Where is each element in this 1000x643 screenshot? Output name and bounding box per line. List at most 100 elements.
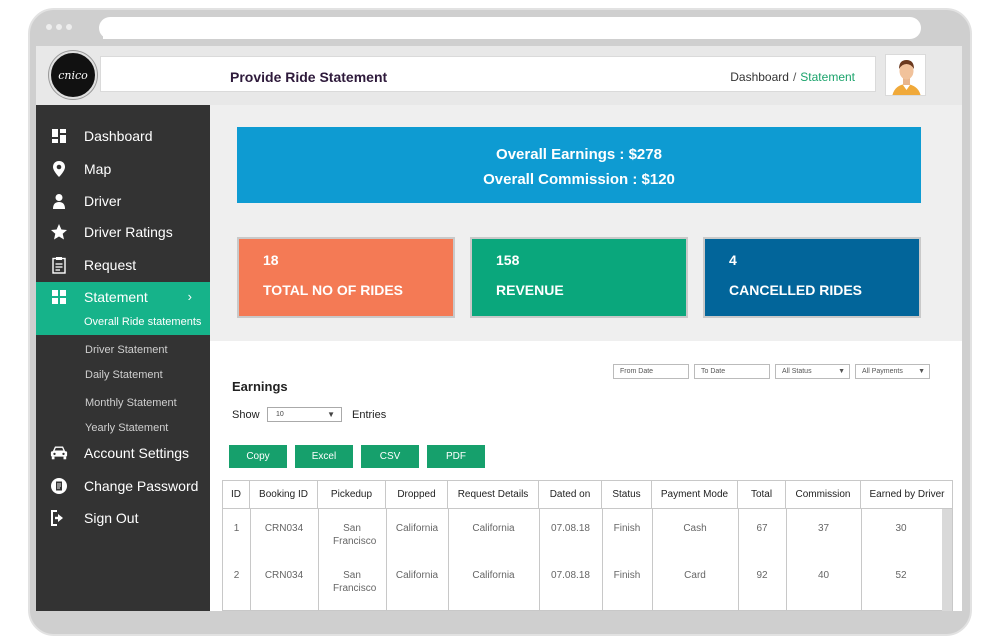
sub-item-monthly-statement[interactable]: Monthly Statement <box>85 397 177 409</box>
earnings-title: Earnings <box>232 379 288 394</box>
sub-item-overall-ride-statements[interactable]: Overall Ride statements <box>36 311 210 335</box>
map-pin-icon <box>50 160 68 178</box>
sidebar: Dashboard Map Driver Driver Ratings Requ… <box>36 105 210 611</box>
app-screen: cnico Provide Ride Statement Dashboard / S… <box>36 46 962 611</box>
sidebar-item-map[interactable]: Map <box>36 154 210 184</box>
show-label: Show <box>232 409 260 421</box>
breadcrumb-dashboard[interactable]: Dashboard <box>730 70 789 84</box>
overall-commission: Overall Commission : $120 <box>483 171 675 188</box>
logo-text: cnico <box>58 68 88 82</box>
chevron-down-icon: ▼ <box>838 368 845 375</box>
from-date-input[interactable]: From Date <box>613 364 689 379</box>
dashboard-icon <box>50 127 68 145</box>
column-divider <box>250 509 251 611</box>
card-cancelled-rides[interactable]: 4 CANCELLED RIDES <box>703 237 921 318</box>
avatar[interactable] <box>885 54 926 96</box>
card-value: 4 <box>729 252 737 268</box>
card-total-rides[interactable]: 18 TOTAL NO OF RIDES <box>237 237 455 318</box>
sidebar-item-label: Statement <box>84 288 148 305</box>
tab-indicator <box>103 36 123 39</box>
column-divider <box>786 509 787 611</box>
cell-booking-id: CRN034 <box>264 523 304 534</box>
cell-id: 2 <box>233 570 240 581</box>
sidebar-item-driver-ratings[interactable]: Driver Ratings <box>36 217 210 247</box>
sidebar-item-sign-out[interactable]: Sign Out <box>36 503 210 533</box>
entries-select[interactable]: 10 ▼ <box>267 407 342 422</box>
column-header-commission[interactable]: Commission <box>786 481 861 509</box>
car-icon <box>50 444 68 462</box>
column-header-booking-id[interactable]: Booking ID <box>250 481 318 509</box>
column-header-id[interactable]: ID <box>223 481 250 509</box>
cell-commission: 37 <box>817 523 830 534</box>
card-value: 18 <box>263 252 279 268</box>
column-divider <box>861 509 862 611</box>
cell-pickedup: San Francisco <box>333 570 377 594</box>
cell-total: 92 <box>756 570 768 581</box>
cell-dated-on: 07.08.18 <box>551 523 590 534</box>
table-scrollbar[interactable] <box>942 509 952 611</box>
sidebar-item-label: Account Settings <box>84 445 190 461</box>
cell-payment-mode: Cash <box>683 523 707 534</box>
column-header-total[interactable]: Total <box>738 481 786 509</box>
breadcrumb-statement[interactable]: Statement <box>800 70 855 84</box>
sidebar-item-statement[interactable]: Statement › <box>36 282 210 311</box>
summary-section: Overall Earnings : $278 Overall Commissi… <box>210 105 962 341</box>
status-select-value: All Status <box>782 368 812 375</box>
chevron-down-icon: ▼ <box>918 368 925 375</box>
sidebar-item-change-password[interactable]: Change Password <box>36 471 210 501</box>
csv-button[interactable]: CSV <box>361 445 419 468</box>
sidebar-item-label: Driver Ratings <box>84 224 173 240</box>
sidebar-item-label: Change Password <box>84 478 199 494</box>
pdf-button[interactable]: PDF <box>427 445 485 468</box>
page-title: Provide Ride Statement <box>230 69 388 85</box>
cell-commission: 40 <box>817 570 830 581</box>
sub-item-yearly-statement[interactable]: Yearly Statement <box>85 422 169 434</box>
cell-payment-mode: Card <box>684 570 706 581</box>
payments-select-value: All Payments <box>862 368 903 375</box>
column-header-payment-mode[interactable]: Payment Mode <box>652 481 738 509</box>
cell-earned-by-driver: 52 <box>895 570 907 581</box>
card-value: 158 <box>496 252 520 268</box>
status-select[interactable]: All Status ▼ <box>775 364 850 379</box>
earnings-table: ID Booking ID Pickedup Dropped Request D… <box>222 480 953 611</box>
card-revenue[interactable]: 158 REVENUE <box>470 237 688 318</box>
cell-id: 1 <box>233 523 240 534</box>
top-bar: cnico Provide Ride Statement Dashboard / S… <box>36 46 962 105</box>
column-divider <box>602 509 603 611</box>
column-header-earned-by-driver[interactable]: Earned by Driver <box>861 481 953 509</box>
sidebar-item-label: Sign Out <box>84 510 139 526</box>
sub-item-daily-statement[interactable]: Daily Statement <box>85 369 163 381</box>
star-icon <box>50 223 68 241</box>
card-label: CANCELLED RIDES <box>729 282 863 298</box>
to-date-input[interactable]: To Date <box>694 364 770 379</box>
sidebar-item-dashboard[interactable]: Dashboard <box>36 121 210 151</box>
card-label: TOTAL NO OF RIDES <box>263 282 404 298</box>
cell-pickedup: San Francisco <box>333 523 377 547</box>
overall-earnings: Overall Earnings : $278 <box>496 146 662 163</box>
cell-request-details: California <box>472 570 515 581</box>
chevron-down-icon: ▼ <box>327 410 335 419</box>
payments-select[interactable]: All Payments ▼ <box>855 364 930 379</box>
sidebar-item-driver[interactable]: Driver <box>36 186 210 216</box>
cell-status: Finish <box>613 523 641 534</box>
user-icon <box>50 192 68 210</box>
column-header-request-details[interactable]: Request Details <box>448 481 539 509</box>
excel-button[interactable]: Excel <box>295 445 353 468</box>
sidebar-item-request[interactable]: Request <box>36 250 210 280</box>
sign-out-icon <box>50 509 68 527</box>
logo[interactable]: cnico <box>49 51 97 99</box>
earnings-section: From Date To Date All Status ▼ All Payme… <box>210 341 962 611</box>
sub-item-driver-statement[interactable]: Driver Statement <box>85 344 168 356</box>
column-header-pickedup[interactable]: Pickedup <box>318 481 386 509</box>
column-header-dropped[interactable]: Dropped <box>386 481 448 509</box>
sidebar-item-label: Driver <box>84 193 122 209</box>
column-header-status[interactable]: Status <box>602 481 652 509</box>
earnings-banner: Overall Earnings : $278 Overall Commissi… <box>237 127 921 203</box>
cell-status: Finish <box>613 570 641 581</box>
address-bar[interactable] <box>99 17 921 39</box>
column-header-dated-on[interactable]: Dated on <box>539 481 602 509</box>
sidebar-item-account-settings[interactable]: Account Settings <box>36 438 210 468</box>
copy-button[interactable]: Copy <box>229 445 287 468</box>
document-icon <box>50 477 68 495</box>
column-divider <box>386 509 387 611</box>
